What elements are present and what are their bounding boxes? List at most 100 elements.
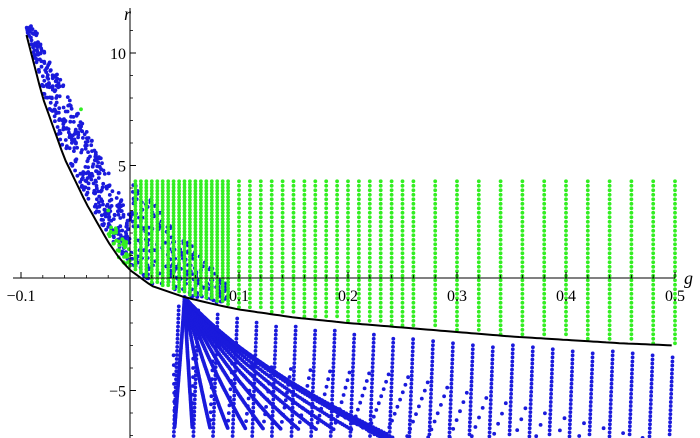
- blue-point: [371, 345, 376, 349]
- blue-point: [408, 410, 413, 414]
- blue-point: [289, 426, 294, 430]
- green-point: [564, 242, 568, 247]
- green-point: [324, 246, 329, 251]
- green-point: [400, 309, 405, 314]
- green-point: [498, 228, 503, 233]
- green-point: [335, 255, 339, 260]
- green-point: [411, 192, 416, 197]
- green-point: [367, 305, 372, 310]
- blue-point: [362, 386, 367, 391]
- green-point: [585, 291, 590, 296]
- blue-point: [199, 313, 204, 317]
- blue-point: [528, 410, 533, 414]
- green-point: [357, 237, 361, 242]
- blue-point: [648, 422, 652, 427]
- blue-point: [52, 107, 57, 112]
- green-point: [324, 309, 329, 314]
- blue-point: [550, 367, 554, 372]
- green-point: [258, 215, 263, 220]
- green-point: [367, 260, 372, 265]
- blue-point: [271, 397, 276, 402]
- green-point: [498, 206, 503, 211]
- green-point: [111, 231, 116, 235]
- green-point: [291, 269, 296, 274]
- blue-point: [331, 369, 336, 374]
- green-point: [280, 282, 285, 287]
- green-point: [269, 224, 274, 229]
- green-point: [237, 210, 241, 215]
- blue-point: [610, 369, 614, 374]
- green-point: [269, 242, 274, 247]
- green-point: [378, 282, 383, 287]
- green-point: [520, 300, 525, 305]
- green-point: [520, 215, 525, 220]
- green-point: [237, 197, 241, 202]
- blue-point: [83, 140, 88, 145]
- blue-point: [273, 345, 278, 349]
- green-point: [411, 206, 416, 211]
- green-point: [433, 179, 438, 184]
- green-point: [291, 309, 296, 314]
- green-point: [673, 188, 677, 193]
- green-point: [378, 255, 383, 260]
- green-point: [585, 318, 590, 323]
- blue-point: [92, 204, 97, 209]
- green-point: [378, 179, 383, 184]
- blue-point: [489, 381, 494, 386]
- blue-point: [208, 418, 213, 422]
- blue-point: [510, 351, 515, 356]
- blue-point: [530, 353, 535, 358]
- green-point: [400, 255, 405, 260]
- blue-point: [590, 371, 594, 376]
- green-point: [269, 287, 274, 292]
- green-point: [542, 224, 547, 229]
- green-point: [378, 251, 383, 256]
- green-point: [476, 237, 481, 242]
- blue-point: [278, 426, 283, 431]
- green-point: [237, 215, 241, 220]
- blue-point: [246, 396, 251, 401]
- green-point: [109, 225, 113, 230]
- blue-point: [649, 385, 654, 390]
- green-point: [585, 251, 590, 256]
- blue-point: [326, 405, 331, 410]
- blue-point: [487, 434, 492, 438]
- green-point: [248, 210, 252, 215]
- blue-point: [64, 126, 69, 130]
- blue-point: [172, 430, 176, 434]
- blue-point: [46, 77, 51, 81]
- green-point: [324, 260, 329, 265]
- green-point: [520, 264, 525, 269]
- blue-point: [428, 416, 432, 421]
- green-point: [367, 219, 372, 224]
- blue-point: [489, 394, 493, 398]
- green-point: [357, 219, 361, 224]
- blue-point: [528, 402, 533, 406]
- green-point: [389, 188, 394, 193]
- green-point: [498, 269, 503, 274]
- green-point: [280, 291, 285, 296]
- green-point: [378, 318, 383, 323]
- green-point: [585, 336, 590, 341]
- green-point: [520, 323, 525, 328]
- blue-point: [669, 383, 674, 388]
- blue-point: [230, 434, 235, 438]
- green-point: [357, 264, 361, 269]
- blue-point: [530, 361, 535, 366]
- green-point: [204, 295, 209, 300]
- green-point: [378, 269, 383, 274]
- blue-point: [315, 420, 320, 425]
- blue-point: [332, 353, 336, 357]
- blue-point: [240, 347, 245, 352]
- green-point: [144, 273, 149, 278]
- blue-point: [628, 408, 633, 412]
- green-point: [629, 237, 634, 242]
- green-point: [280, 179, 285, 184]
- green-point: [335, 246, 339, 251]
- green-point: [629, 296, 634, 301]
- blue-point: [309, 394, 313, 399]
- green-point: [455, 278, 459, 283]
- blue-point: [430, 355, 435, 360]
- green-point: [248, 260, 252, 265]
- green-point: [629, 269, 634, 274]
